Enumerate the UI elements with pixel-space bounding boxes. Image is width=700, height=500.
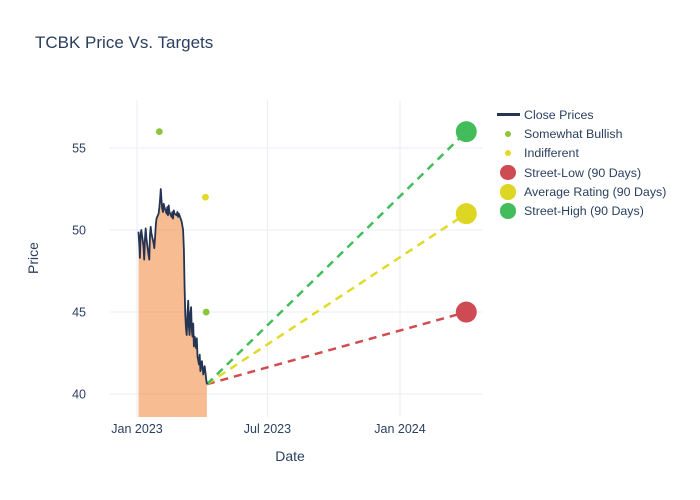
legend-item-indifferent[interactable]: Indifferent bbox=[492, 144, 666, 163]
target-projection-line bbox=[206, 212, 467, 386]
rating-dot[interactable] bbox=[202, 308, 210, 316]
y-tick-label: 40 bbox=[72, 387, 86, 401]
y-tick-label: 45 bbox=[72, 305, 86, 319]
yellow-circle-icon bbox=[492, 184, 524, 200]
x-axis-title: Date bbox=[275, 448, 305, 464]
chart-title: TCBK Price Vs. Targets bbox=[35, 33, 214, 52]
legend-item-label: Somewhat Bullish bbox=[524, 126, 623, 141]
legend-item-label: Average Rating (90 Days) bbox=[524, 184, 667, 199]
yellow-dot-icon bbox=[492, 149, 524, 157]
legend-item-street-high[interactable]: Street-High (90 Days) bbox=[492, 201, 666, 220]
target-projection-line bbox=[206, 310, 467, 386]
target-marker[interactable] bbox=[455, 121, 477, 143]
rating-dot[interactable] bbox=[202, 193, 209, 201]
legend-item-label: Indifferent bbox=[524, 146, 579, 161]
chart-legend: Close Prices Somewhat Bullish Indifferen… bbox=[492, 105, 666, 221]
legend-item-label: Close Prices bbox=[524, 107, 594, 122]
green-dot-icon bbox=[492, 130, 524, 138]
y-axis-title: Price bbox=[25, 242, 41, 274]
x-tick-label: Jan 2023 bbox=[111, 422, 162, 436]
legend-item-average-rating[interactable]: Average Rating (90 Days) bbox=[492, 182, 666, 201]
legend-item-label: Street-Low (90 Days) bbox=[524, 165, 642, 180]
rating-dot[interactable] bbox=[155, 128, 163, 136]
y-tick-label: 50 bbox=[72, 223, 86, 237]
close-price-line bbox=[137, 188, 208, 385]
red-circle-icon bbox=[492, 164, 524, 181]
legend-item-street-low[interactable]: Street-Low (90 Days) bbox=[492, 163, 666, 182]
x-tick-label: Jan 2024 bbox=[374, 422, 425, 436]
price-area-fill bbox=[138, 189, 207, 417]
legend-item-somewhat-bullish[interactable]: Somewhat Bullish bbox=[492, 124, 666, 143]
legend-item-close-prices[interactable]: Close Prices bbox=[492, 105, 666, 124]
y-tick-label: 55 bbox=[72, 141, 86, 155]
target-marker[interactable] bbox=[455, 203, 477, 225]
green-circle-icon bbox=[492, 203, 524, 219]
line-swatch-icon bbox=[492, 113, 524, 116]
x-tick-label: Jul 2023 bbox=[244, 422, 291, 436]
legend-item-label: Street-High (90 Days) bbox=[524, 204, 644, 219]
target-projection-line bbox=[206, 130, 468, 386]
target-marker[interactable] bbox=[455, 301, 477, 323]
